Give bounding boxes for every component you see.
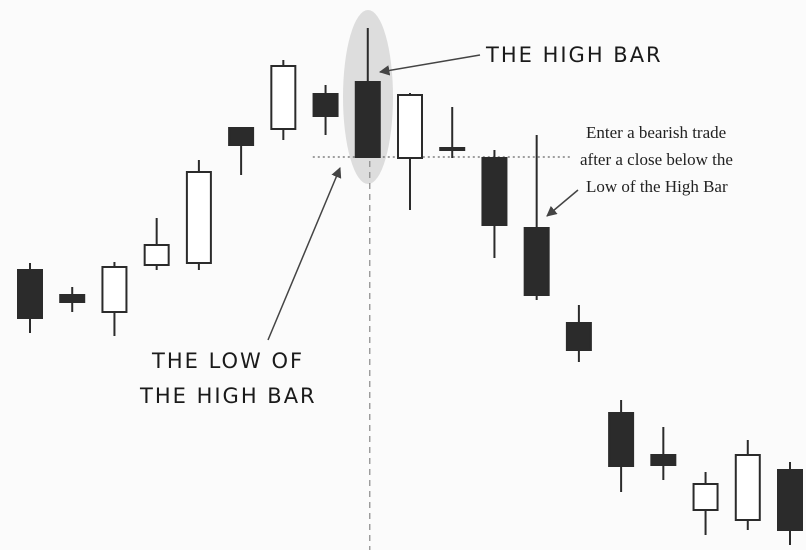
candles [17,28,803,550]
annotation: after a close below the [580,150,733,169]
candle-body [777,469,803,531]
arrow [546,189,579,217]
candle-body [101,266,128,313]
candle-body [523,227,550,296]
annotation: Low of the High Bar [586,177,728,196]
candle-body [270,65,297,130]
annotation: THE HIGH BAR [139,384,317,408]
candle-body [481,157,508,226]
candle-body [439,147,466,151]
annotation: THE HIGH BAR [485,43,663,67]
candle-body [397,94,423,159]
candle-body [143,244,170,266]
candle-body [608,412,635,467]
candle-body [650,454,677,466]
annotation: Enter a bearish trade [586,123,726,142]
candle-body [354,81,381,158]
candle-body [692,483,719,511]
candle-body [312,93,339,117]
candle-body [59,294,86,303]
candle-body [228,127,255,146]
candle-body [185,171,212,264]
arrow [378,54,481,76]
candle-body [17,269,43,319]
annotation: THE LOW OF [151,349,304,373]
candle-body [565,322,592,351]
arrow [267,167,342,341]
candle-body [734,454,761,521]
